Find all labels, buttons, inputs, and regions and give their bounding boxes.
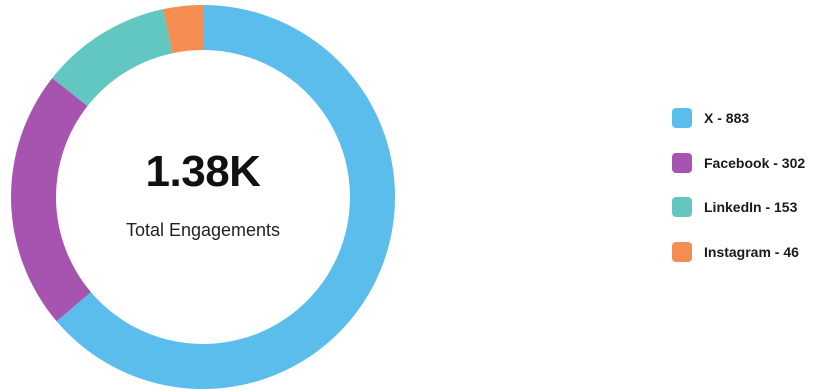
legend-swatch-linkedin (672, 197, 692, 217)
donut-slice-linkedin (52, 9, 173, 107)
total-engagements-label: Total Engagements (125, 220, 281, 240)
legend-item-facebook: Facebook - 302 (672, 152, 836, 174)
legend-item-instagram: Instagram - 46 (672, 241, 836, 263)
legend-label-x: X - 883 (704, 110, 750, 126)
legend-label-facebook: Facebook - 302 (704, 154, 806, 171)
legend-item-linkedin: LinkedIn - 153 (672, 196, 836, 218)
legend-label-linkedin: LinkedIn - 153 (704, 199, 798, 215)
legend-swatch-x (672, 108, 692, 128)
legend-swatch-facebook (672, 152, 692, 173)
donut-slice-x (56, 5, 396, 389)
donut-slice-instagram (163, 5, 203, 54)
legend-label-instagram: Instagram - 46 (704, 243, 799, 260)
total-engagements-value: 1.38K (145, 147, 261, 196)
donut-chart (11, 5, 396, 389)
legend-swatch-instagram (672, 241, 692, 262)
chart-legend: X - 883 Facebook - 302 LinkedIn - 153 In… (672, 107, 836, 285)
legend-item-x: X - 883 (672, 107, 836, 129)
donut-slice-facebook (11, 78, 91, 322)
